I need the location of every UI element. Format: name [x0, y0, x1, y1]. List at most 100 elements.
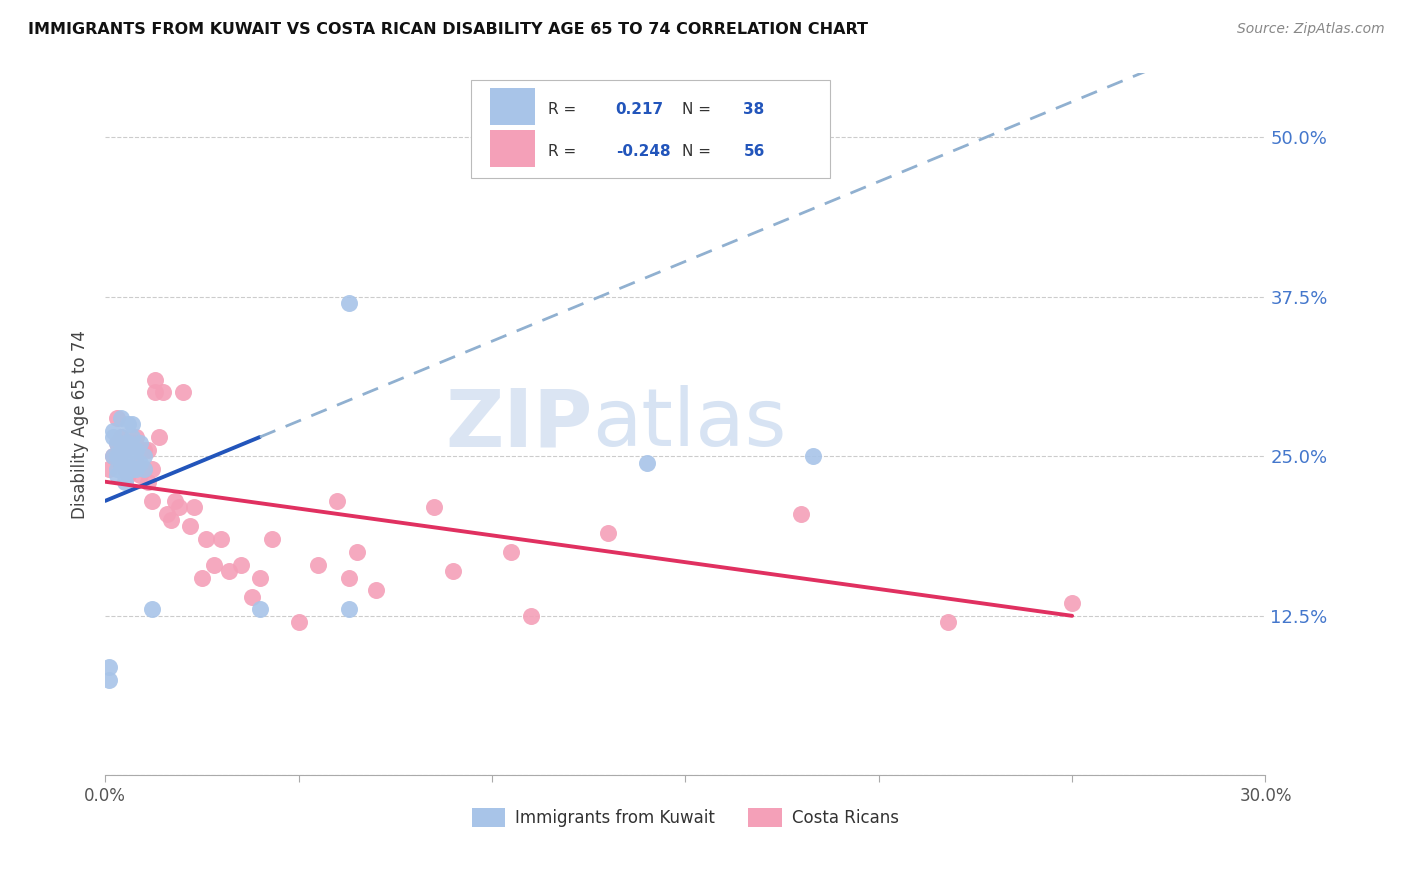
Point [163, 494, 186, 508]
Point [337, 296, 360, 310]
Point [101, 424, 124, 438]
Point [136, 442, 159, 457]
Point [105, 436, 128, 450]
Point [114, 475, 136, 489]
Point [101, 449, 124, 463]
Point [98, 462, 121, 476]
Point [145, 385, 167, 400]
Point [136, 475, 159, 489]
Point [441, 564, 464, 578]
Text: R =: R = [548, 144, 576, 159]
Point [519, 608, 541, 623]
Point [364, 583, 387, 598]
Point [194, 532, 217, 546]
Point [141, 602, 163, 616]
Point [249, 570, 271, 584]
Point [129, 468, 152, 483]
Point [260, 532, 283, 546]
Point [249, 602, 271, 616]
Point [98, 660, 121, 674]
Point [209, 532, 232, 546]
Point [179, 519, 201, 533]
Point [501, 545, 523, 559]
Point [110, 430, 132, 444]
Point [117, 436, 139, 450]
Point [110, 442, 132, 457]
Point [121, 430, 143, 444]
Legend: Immigrants from Kuwait, Costa Ricans: Immigrants from Kuwait, Costa Ricans [465, 801, 905, 834]
Point [156, 507, 179, 521]
Point [117, 462, 139, 476]
Point [105, 449, 128, 463]
Point [337, 602, 360, 616]
Point [121, 462, 143, 476]
Point [105, 468, 128, 483]
Point [121, 417, 143, 432]
Point [110, 410, 132, 425]
Text: -0.248: -0.248 [616, 144, 671, 159]
Point [167, 500, 190, 515]
Point [229, 558, 252, 572]
Point [148, 430, 170, 444]
Point [125, 462, 148, 476]
Point [125, 430, 148, 444]
Point [110, 462, 132, 476]
Point [183, 500, 205, 515]
Point [114, 456, 136, 470]
Point [105, 410, 128, 425]
Point [105, 462, 128, 476]
Point [202, 558, 225, 572]
Point [191, 570, 214, 584]
Point [114, 462, 136, 476]
Text: atlas: atlas [592, 385, 787, 463]
Point [160, 513, 183, 527]
Point [105, 436, 128, 450]
Point [132, 462, 155, 476]
Point [129, 456, 152, 470]
Point [132, 462, 155, 476]
Point [240, 590, 263, 604]
Point [141, 494, 163, 508]
Point [125, 456, 148, 470]
Text: N =: N = [682, 144, 711, 159]
Point [172, 385, 194, 400]
Point [132, 442, 155, 457]
Point [129, 436, 152, 450]
Point [114, 468, 136, 483]
Point [114, 436, 136, 450]
Point [801, 449, 824, 463]
Text: ZIP: ZIP [446, 385, 592, 463]
Point [326, 494, 349, 508]
Point [117, 436, 139, 450]
FancyBboxPatch shape [491, 130, 534, 167]
Point [117, 468, 139, 483]
Point [117, 449, 139, 463]
Point [121, 436, 143, 450]
Point [129, 442, 152, 457]
Text: 56: 56 [744, 144, 765, 159]
Point [132, 449, 155, 463]
Point [423, 500, 446, 515]
Point [218, 564, 240, 578]
Point [110, 456, 132, 470]
FancyBboxPatch shape [491, 88, 534, 125]
Point [152, 385, 174, 400]
Point [636, 456, 658, 470]
Point [110, 456, 132, 470]
Y-axis label: Disability Age 65 to 74: Disability Age 65 to 74 [72, 330, 89, 518]
Point [938, 615, 960, 630]
Point [790, 507, 813, 521]
Text: Source: ZipAtlas.com: Source: ZipAtlas.com [1237, 22, 1385, 37]
Text: R =: R = [548, 102, 576, 117]
Point [110, 430, 132, 444]
Point [114, 442, 136, 457]
Point [287, 615, 309, 630]
Point [121, 442, 143, 457]
Point [121, 462, 143, 476]
Point [307, 558, 329, 572]
Point [141, 462, 163, 476]
Point [337, 570, 360, 584]
Point [117, 417, 139, 432]
Point [125, 442, 148, 457]
Point [101, 430, 124, 444]
